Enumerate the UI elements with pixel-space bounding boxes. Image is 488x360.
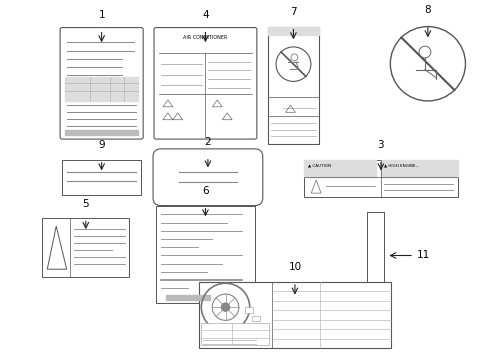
Text: 2: 2 bbox=[204, 137, 211, 147]
Bar bbox=[267, 27, 319, 144]
Text: 6: 6 bbox=[202, 186, 208, 196]
Text: 9: 9 bbox=[98, 140, 105, 150]
Text: ▲ HIGH ENGINE...: ▲ HIGH ENGINE... bbox=[383, 163, 419, 167]
Bar bbox=[201, 323, 268, 345]
Bar bbox=[165, 294, 210, 300]
Text: 1: 1 bbox=[98, 10, 105, 20]
Text: 8: 8 bbox=[424, 5, 430, 15]
Bar bbox=[65, 77, 138, 100]
Text: AIR CONDITIONER: AIR CONDITIONER bbox=[183, 35, 227, 40]
Text: 7: 7 bbox=[289, 7, 296, 17]
FancyBboxPatch shape bbox=[60, 28, 143, 139]
Bar bbox=[267, 27, 319, 35]
Bar bbox=[380, 159, 457, 177]
Bar bbox=[62, 159, 141, 195]
Text: 4: 4 bbox=[202, 10, 208, 20]
Circle shape bbox=[221, 303, 229, 311]
Bar bbox=[198, 282, 390, 348]
Bar bbox=[156, 206, 254, 303]
FancyBboxPatch shape bbox=[154, 28, 256, 139]
Text: 3: 3 bbox=[377, 140, 384, 150]
Bar bbox=[304, 159, 457, 197]
Bar bbox=[42, 218, 129, 277]
Bar bbox=[65, 130, 138, 135]
FancyBboxPatch shape bbox=[153, 149, 262, 206]
Bar bbox=[244, 307, 252, 313]
Text: 10: 10 bbox=[288, 262, 301, 272]
Bar bbox=[252, 316, 260, 321]
Bar bbox=[366, 212, 384, 298]
Text: 11: 11 bbox=[416, 251, 429, 261]
Text: 5: 5 bbox=[82, 198, 89, 208]
Bar bbox=[304, 159, 376, 177]
Text: ▲ CAUTION: ▲ CAUTION bbox=[307, 163, 330, 167]
